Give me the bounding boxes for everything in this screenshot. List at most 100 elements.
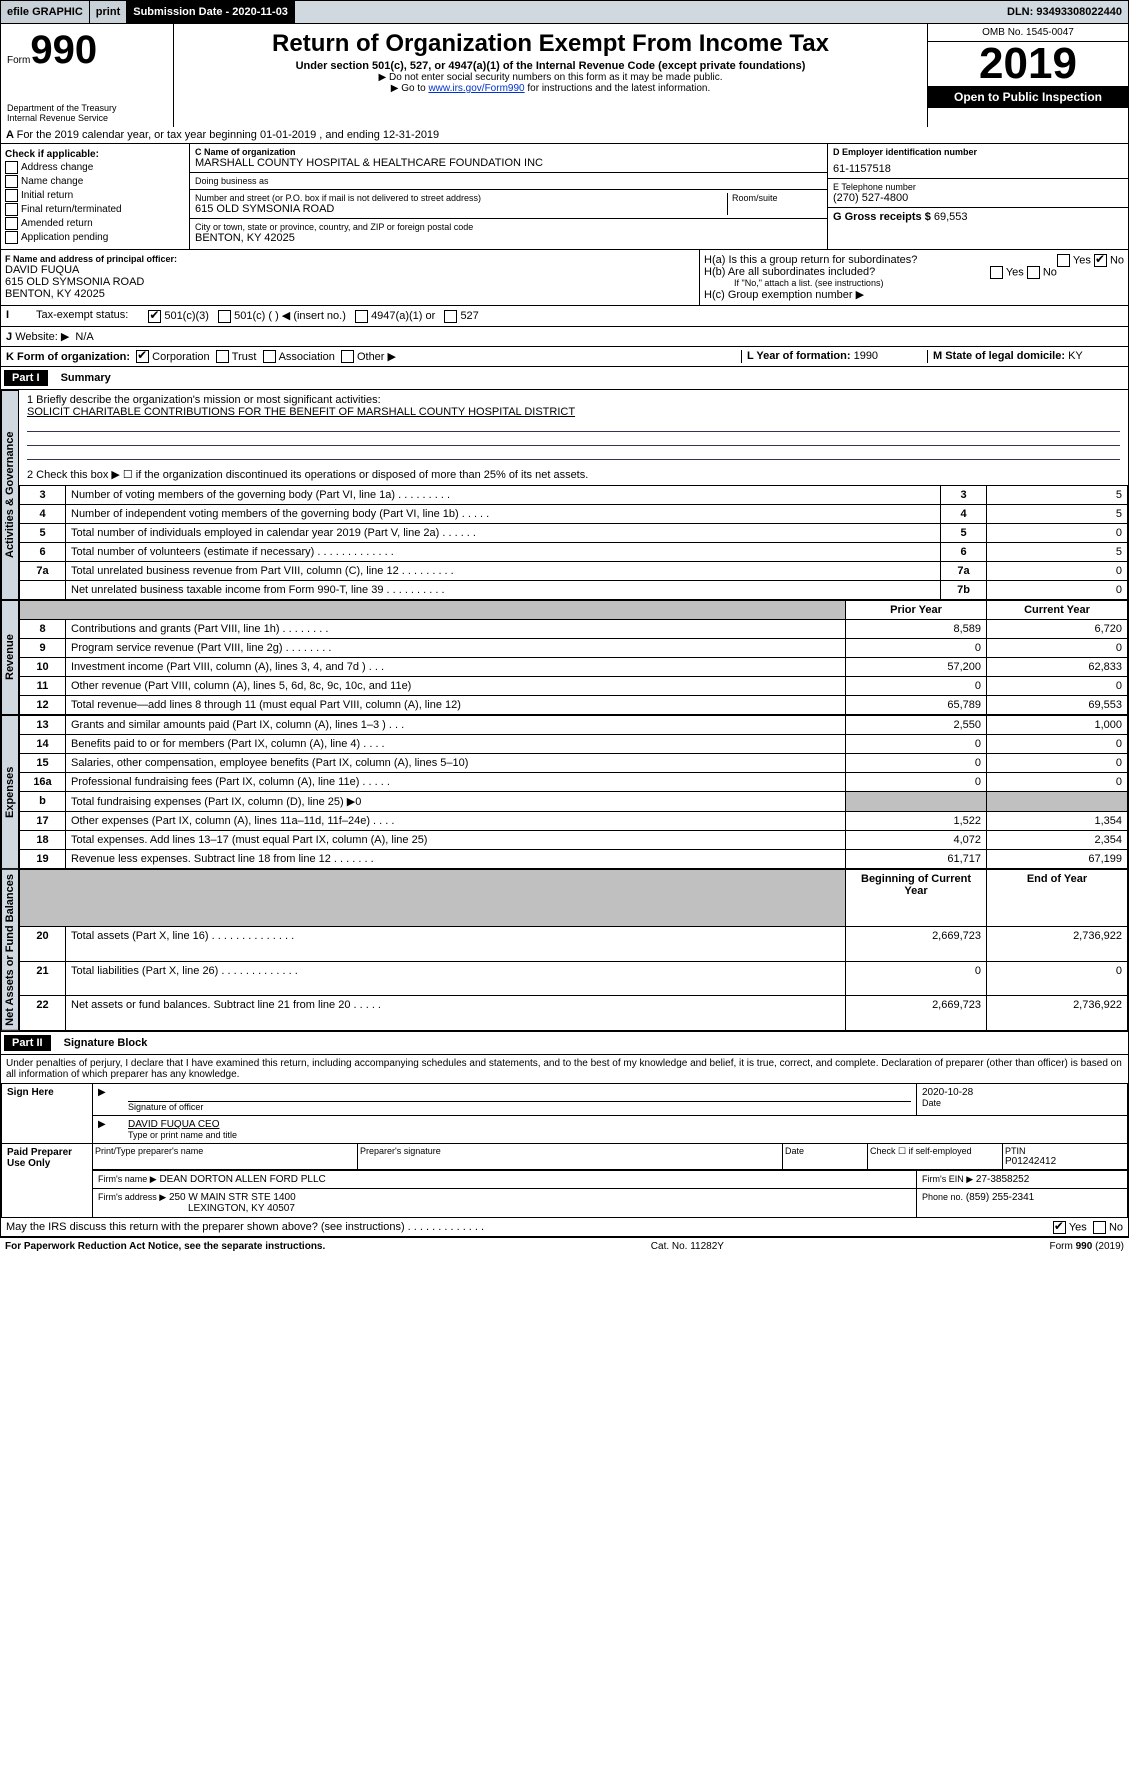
firm-addr-label: Firm's address ▶ bbox=[98, 1192, 166, 1202]
submission-date: Submission Date - 2020-11-03 bbox=[127, 1, 295, 23]
d-ein-label: D Employer identification number bbox=[833, 147, 1123, 157]
i-label: Tax-exempt status: bbox=[36, 309, 128, 323]
part1-header: Part I bbox=[4, 370, 48, 386]
initial-return-checkbox[interactable] bbox=[5, 189, 18, 202]
print-button[interactable]: print bbox=[90, 1, 127, 23]
prep-sig-label: Preparer's signature bbox=[360, 1146, 780, 1156]
vert-expenses: Expenses bbox=[1, 715, 19, 869]
firm-phone: (859) 255-2341 bbox=[966, 1192, 1034, 1203]
mission-blank-line bbox=[27, 446, 1120, 460]
ha-no-checkbox[interactable] bbox=[1094, 254, 1107, 267]
hb-yes-checkbox[interactable] bbox=[990, 266, 1003, 279]
app-pending-checkbox[interactable] bbox=[5, 231, 18, 244]
phone-value: (270) 527-4800 bbox=[833, 192, 1123, 204]
line2-text: 2 Check this box ▶ ☐ if the organization… bbox=[27, 468, 1120, 481]
officer-addr1: 615 OLD SYMSONIA ROAD bbox=[5, 276, 695, 288]
website-value: N/A bbox=[75, 331, 93, 343]
discuss-yes-checkbox[interactable] bbox=[1053, 1221, 1066, 1234]
firm-ein: 27-3858252 bbox=[976, 1174, 1029, 1185]
tax-year-range: For the 2019 calendar year, or tax year … bbox=[17, 129, 440, 141]
title-cell: Return of Organization Exempt From Incom… bbox=[174, 24, 928, 127]
line1-label: 1 Briefly describe the organization's mi… bbox=[27, 394, 1120, 406]
ein-value: 61-1157518 bbox=[833, 163, 1123, 175]
hb-row: H(b) Are all subordinates included? Yes … bbox=[704, 266, 1124, 278]
ptin-value: P01242412 bbox=[1005, 1156, 1125, 1167]
hc-row: H(c) Group exemption number ▶ bbox=[704, 288, 1124, 301]
mission-text: SOLICIT CHARITABLE CONTRIBUTIONS FOR THE… bbox=[27, 406, 1120, 418]
paid-preparer-label: Paid Preparer Use Only bbox=[2, 1144, 93, 1218]
c-name-label: C Name of organization bbox=[195, 147, 822, 157]
form-number-cell: Form990 Department of the Treasury Inter… bbox=[1, 24, 174, 127]
e-phone-label: E Telephone number bbox=[833, 182, 1123, 192]
footer-right: Form 990 (2019) bbox=[1050, 1241, 1124, 1252]
m-label: M State of legal domicile: bbox=[933, 350, 1065, 362]
open-public-badge: Open to Public Inspection bbox=[928, 86, 1128, 108]
501c-checkbox[interactable] bbox=[218, 310, 231, 323]
officer-addr2: BENTON, KY 42025 bbox=[5, 288, 695, 300]
f-label: F Name and address of principal officer: bbox=[5, 254, 695, 264]
b-label: Check if applicable: bbox=[5, 149, 185, 160]
ptin-label: PTIN bbox=[1005, 1146, 1125, 1156]
year-formation: 1990 bbox=[854, 350, 878, 362]
form-label: Form bbox=[7, 55, 30, 66]
type-name-label: Type or print name and title bbox=[128, 1130, 1122, 1140]
city-value: BENTON, KY 42025 bbox=[195, 232, 822, 244]
mission-blank-line bbox=[27, 418, 1120, 432]
ha-row: H(a) Is this a group return for subordin… bbox=[704, 254, 1124, 266]
discuss-text: May the IRS discuss this return with the… bbox=[6, 1221, 484, 1233]
governance-table: 3Number of voting members of the governi… bbox=[19, 485, 1128, 600]
prep-name-label: Print/Type preparer's name bbox=[95, 1146, 355, 1156]
part1-title: Summary bbox=[61, 372, 111, 384]
trust-checkbox[interactable] bbox=[216, 350, 229, 363]
l-label: L Year of formation: bbox=[747, 350, 851, 362]
section-a: A For the 2019 calendar year, or tax yea… bbox=[0, 127, 1129, 144]
form-990: 990 bbox=[30, 28, 97, 72]
amended-checkbox[interactable] bbox=[5, 217, 18, 230]
perjury-text: Under penalties of perjury, I declare th… bbox=[1, 1055, 1128, 1083]
domicile-state: KY bbox=[1068, 350, 1083, 362]
name-change-checkbox[interactable] bbox=[5, 175, 18, 188]
hb-note: If "No," attach a list. (see instruction… bbox=[704, 278, 1124, 288]
discuss-no-checkbox[interactable] bbox=[1093, 1221, 1106, 1234]
city-label: City or town, state or province, country… bbox=[195, 222, 822, 232]
form-subtitle: Under section 501(c), 527, or 4947(a)(1)… bbox=[178, 60, 923, 72]
501c3-checkbox[interactable] bbox=[148, 310, 161, 323]
ha-yes-checkbox[interactable] bbox=[1057, 254, 1070, 267]
j-label: Website: ▶ bbox=[15, 331, 69, 343]
dln-label: DLN: 93493308022440 bbox=[1001, 1, 1128, 23]
firm-ein-label: Firm's EIN ▶ bbox=[922, 1174, 973, 1184]
tax-year: 2019 bbox=[928, 42, 1128, 86]
revenue-table: Prior YearCurrent Year8Contributions and… bbox=[19, 600, 1128, 715]
other-checkbox[interactable] bbox=[341, 350, 354, 363]
assoc-checkbox[interactable] bbox=[263, 350, 276, 363]
part2-header: Part II bbox=[4, 1035, 51, 1051]
officer-name: DAVID FUQUA bbox=[5, 264, 695, 276]
prep-date-label: Date bbox=[785, 1146, 865, 1156]
mission-blank-line bbox=[27, 432, 1120, 446]
k-label: K Form of organization: bbox=[6, 351, 130, 363]
g-gross-label: G Gross receipts $ bbox=[833, 211, 931, 223]
vert-revenue: Revenue bbox=[1, 600, 19, 715]
sig-date: 2020-10-28 bbox=[922, 1087, 1122, 1098]
room-label: Room/suite bbox=[732, 193, 822, 203]
org-name: MARSHALL COUNTY HOSPITAL & HEALTHCARE FO… bbox=[195, 157, 822, 169]
4947-checkbox[interactable] bbox=[355, 310, 368, 323]
sig-officer-label: Signature of officer bbox=[128, 1102, 911, 1112]
corp-checkbox[interactable] bbox=[136, 350, 149, 363]
section-b: Check if applicable: Address change Name… bbox=[1, 144, 190, 249]
dept-irs: Internal Revenue Service bbox=[7, 113, 167, 123]
hb-no-checkbox[interactable] bbox=[1027, 266, 1040, 279]
addr-label: Number and street (or P.O. box if mail i… bbox=[195, 193, 727, 203]
527-checkbox[interactable] bbox=[444, 310, 457, 323]
firm-addr2: LEXINGTON, KY 40507 bbox=[188, 1203, 295, 1214]
form-note1: ▶ Do not enter social security numbers o… bbox=[178, 72, 923, 83]
final-return-checkbox[interactable] bbox=[5, 203, 18, 216]
vert-governance: Activities & Governance bbox=[1, 390, 19, 600]
footer-left: For Paperwork Reduction Act Notice, see … bbox=[5, 1241, 325, 1252]
irs-link[interactable]: www.irs.gov/Form990 bbox=[428, 83, 524, 94]
addr-change-checkbox[interactable] bbox=[5, 161, 18, 174]
street-address: 615 OLD SYMSONIA ROAD bbox=[195, 203, 727, 215]
sign-here-label: Sign Here bbox=[2, 1084, 93, 1144]
header-right: OMB No. 1545-0047 2019 Open to Public In… bbox=[928, 24, 1128, 127]
netassets-table: Beginning of Current YearEnd of Year20To… bbox=[19, 869, 1128, 1031]
